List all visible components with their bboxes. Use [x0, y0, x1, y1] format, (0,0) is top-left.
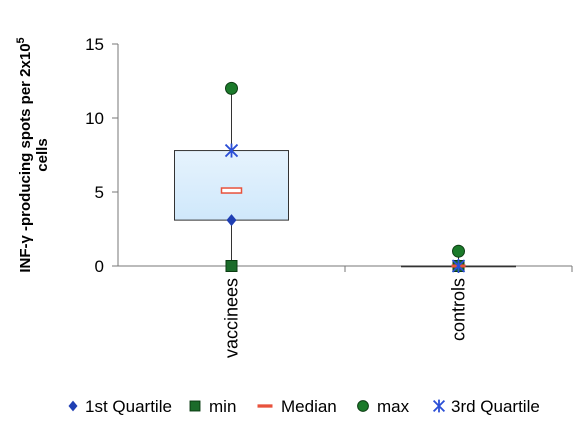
legend-item-1st-quartile: 1st Quartile [68, 397, 172, 416]
legend-label: max [377, 397, 410, 416]
median-point-vaccinees [220, 187, 243, 194]
legend-marker [68, 400, 78, 412]
legend-marker [432, 399, 446, 413]
legend-label: Median [281, 397, 337, 416]
q3-point-controls [451, 259, 466, 273]
legend: 1st Quartile min Median max 3rd Quartile [68, 397, 540, 416]
legend-item-min: min [189, 397, 236, 416]
plot-area: 0 5 10 15 vaccinees controls [85, 35, 573, 358]
box-vaccinees [174, 150, 289, 221]
y-tick-label: 10 [85, 109, 104, 128]
legend-item-median: Median [257, 397, 337, 416]
max-point-vaccinees [225, 81, 238, 95]
legend-label: 1st Quartile [85, 397, 172, 416]
y-axis-label: INF-γ -producing spots per 2x105 cells [15, 37, 51, 272]
legend-label: min [209, 397, 236, 416]
y-tick-label: 0 [95, 257, 104, 276]
legend-marker [189, 400, 201, 412]
y-axis-label-superscript: 5 [15, 37, 27, 43]
legend-label: 3rd Quartile [451, 397, 540, 416]
legend-item-3rd-quartile: 3rd Quartile [432, 397, 540, 416]
legend-item-max: max [357, 397, 410, 416]
y-axis-label-line1: INF-γ -producing spots per 2x10 [17, 43, 34, 272]
min-point-vaccinees [225, 260, 238, 272]
category-label-vaccinees: vaccinees [222, 278, 242, 358]
q3-point-vaccinees [224, 143, 239, 158]
category-label-controls: controls [449, 278, 469, 341]
y-tick-label: 15 [85, 35, 104, 54]
y-tick-label: 5 [95, 183, 104, 202]
legend-marker [257, 404, 273, 408]
q1-point-vaccinees [226, 214, 237, 227]
max-point-controls [452, 244, 465, 258]
y-axis-label-line2: cells [34, 138, 51, 171]
legend-marker [357, 400, 369, 412]
